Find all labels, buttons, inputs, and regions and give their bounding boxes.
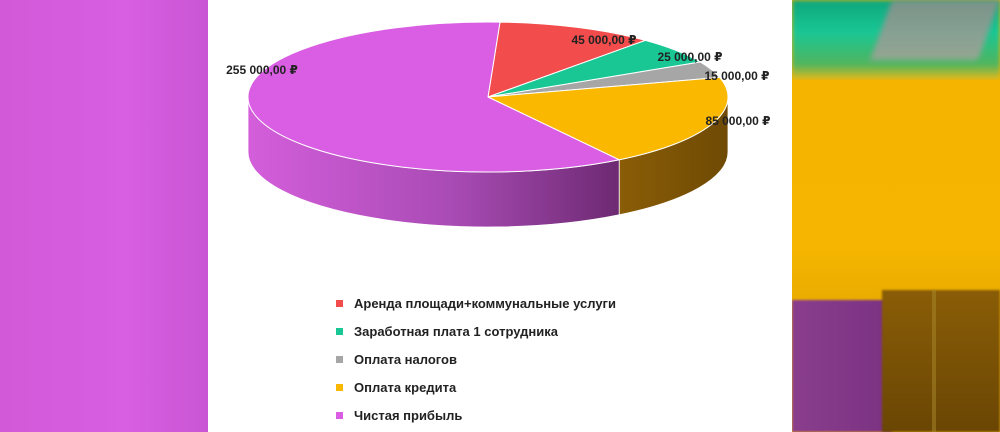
pie-labels: 45 000,00 ₽ 25 000,00 ₽ 15 000,00 ₽ 85 000,… [226,33,770,128]
legend-label: Чистая прибыль [354,407,463,423]
legend-label: Оплата налогов [354,351,457,367]
legend-label: Аренда площади+коммунальные услуги [354,295,616,311]
data-label-2: 15 000,00 ₽ [704,69,769,83]
legend-item-profit: Чистая прибыль [336,401,616,429]
legend-item-loan: Оплата кредита [336,373,616,401]
legend-label: Оплата кредита [354,379,457,395]
data-label-3: 85 000,00 ₽ [705,114,770,128]
pie-slice-4 [247,21,621,173]
blurred-background-right [792,0,1000,432]
blurred-background-left [0,0,208,432]
data-label-4: 255 000,00 ₽ [226,63,298,77]
pie-tops [247,21,729,173]
chart-legend: Аренда площади+коммунальные услуги Зараб… [336,289,616,429]
legend-swatch [336,383,343,391]
legend-item-rent: Аренда площади+коммунальные услуги [336,289,616,317]
legend-swatch [336,411,343,419]
legend-item-taxes: Оплата налогов [336,345,616,373]
data-label-1: 25 000,00 ₽ [657,50,722,64]
legend-swatch [336,327,343,335]
legend-swatch [336,299,343,307]
legend-label: Заработная плата 1 сотрудника [354,323,558,339]
data-label-0: 45 000,00 ₽ [571,33,636,47]
legend-item-salary: Заработная плата 1 сотрудника [336,317,616,345]
pie-slice-0 [487,21,648,98]
legend-swatch [336,355,343,363]
pie-slice-3 [486,76,729,161]
